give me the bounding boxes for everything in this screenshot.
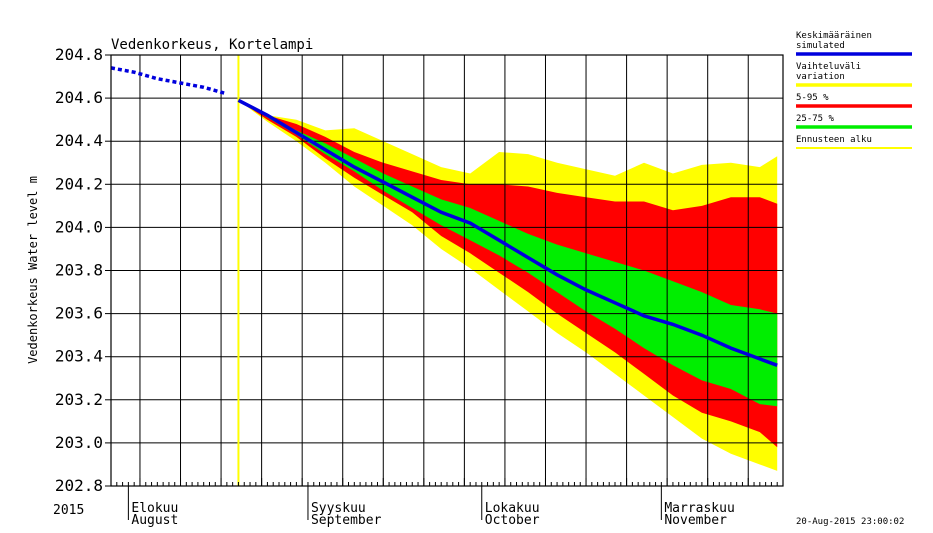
y-tick-label: 204.6 xyxy=(55,88,103,107)
legend-label: simulated xyxy=(796,41,845,51)
month-label-fi: Syyskuu xyxy=(311,501,366,516)
timestamp-label: 20-Aug-2015 23:00:02 xyxy=(796,517,904,527)
legend-label: Keskimääräinen xyxy=(796,31,872,41)
month-label-en: October xyxy=(485,513,540,528)
observed-line xyxy=(110,66,228,96)
y-axis-ticks: 204.8 204.6 204.4 204.2 204.0 203.8 203.6 203.4… xyxy=(55,45,111,495)
y-tick-label: 204.0 xyxy=(55,217,103,236)
legend-label: 5-95 % xyxy=(796,93,829,103)
y-tick-label: 203.2 xyxy=(55,390,103,409)
y-tick-label: 202.8 xyxy=(55,476,103,495)
chart-title: Vedenkorkeus, Kortelampi xyxy=(111,37,313,53)
legend-label: Ennusteen alku xyxy=(796,135,872,145)
grid-layer xyxy=(111,55,783,486)
variation-band xyxy=(238,100,778,471)
y-tick-label: 203.6 xyxy=(55,304,103,323)
y-tick-label: 204.4 xyxy=(55,131,103,150)
month-label-en: November xyxy=(664,513,727,528)
legend-label: 25-75 % xyxy=(796,114,835,124)
month-label-en: September xyxy=(311,513,382,528)
y-tick-label: 204.8 xyxy=(55,45,103,64)
y-tick-label: 203.4 xyxy=(55,347,103,366)
month-label-fi: Lokakuu xyxy=(485,501,540,516)
y-tick-label: 204.2 xyxy=(55,174,103,193)
y-tick-label: 203.0 xyxy=(55,433,103,452)
month-label-fi: Marraskuu xyxy=(664,501,734,516)
x-axis-ticks xyxy=(110,478,784,486)
y-axis-label: Vedenkorkeus Water level m xyxy=(26,176,40,364)
legend-label: Vaihteluväli xyxy=(796,62,861,72)
lines-layer xyxy=(110,66,778,367)
month-label-fi: Elokuu xyxy=(131,501,178,516)
y-tick-label: 203.8 xyxy=(55,261,103,280)
band-5-95 xyxy=(238,100,778,448)
legend-label: variation xyxy=(796,72,845,82)
year-label: 2015 xyxy=(53,503,84,518)
simulated-mean-line xyxy=(237,98,778,367)
month-label-en: August xyxy=(131,513,178,528)
